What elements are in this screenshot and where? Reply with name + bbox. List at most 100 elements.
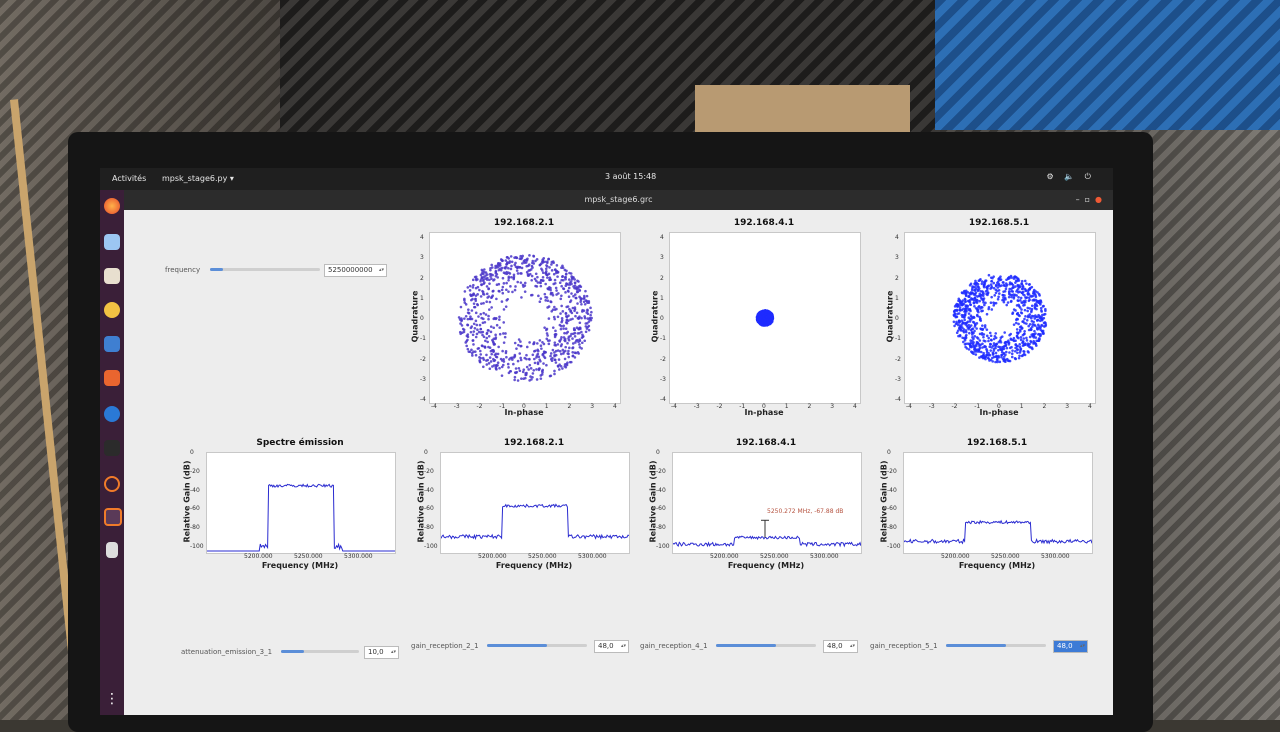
- y-tick-label: -40: [424, 486, 434, 494]
- drive-icon[interactable]: [106, 542, 118, 558]
- sample-point: [985, 328, 989, 331]
- sample-point: [467, 311, 471, 315]
- document-icon[interactable]: [104, 336, 120, 352]
- control-slider-fill: [487, 644, 547, 647]
- sample-point: [553, 369, 556, 373]
- app-menu[interactable]: mpsk_stage6.py ▾: [162, 174, 234, 183]
- files-icon[interactable]: [104, 268, 120, 284]
- sample-point: [487, 362, 491, 365]
- control-slider[interactable]: [487, 644, 587, 647]
- sample-point: [998, 360, 1002, 364]
- sample-point: [505, 281, 508, 285]
- sample-point: [563, 339, 567, 343]
- sample-point: [527, 368, 530, 371]
- sample-point: [538, 281, 542, 284]
- sample-point: [583, 315, 586, 318]
- sample-point: [1020, 279, 1024, 283]
- spectrum-trace: [672, 535, 862, 548]
- spin-arrows-icon: ▴▾: [390, 649, 396, 655]
- sample-point: [488, 272, 492, 276]
- sample-point: [492, 337, 496, 341]
- help-icon[interactable]: [104, 406, 120, 422]
- marker-annotation: 5250.272 MHz, -67.88 dB: [767, 508, 844, 515]
- sample-point: [562, 324, 566, 328]
- maximize-button[interactable]: ▫: [1084, 195, 1096, 204]
- x-tick-label: -1: [499, 403, 506, 410]
- sample-point: [497, 289, 501, 293]
- sample-point: [561, 348, 565, 352]
- minimize-button[interactable]: –: [1075, 195, 1085, 204]
- mail-icon[interactable]: [104, 234, 120, 250]
- close-button[interactable]: ●: [1095, 195, 1107, 204]
- frequency-slider[interactable]: [210, 268, 320, 271]
- sample-point: [500, 374, 504, 377]
- control-spinbox[interactable]: 10,0 ▴▾: [364, 646, 399, 659]
- sample-point: [761, 319, 764, 322]
- control-value: 10,0: [368, 648, 384, 656]
- sample-point: [582, 309, 586, 312]
- control-slider[interactable]: [946, 644, 1046, 647]
- sample-point: [1006, 301, 1010, 304]
- sample-point: [512, 356, 516, 359]
- control-spinbox[interactable]: 48,0 ▴▾: [594, 640, 629, 653]
- constellation-ylabel: Quadrature: [650, 290, 660, 343]
- sample-point: [466, 323, 469, 327]
- sample-point: [543, 356, 547, 360]
- firefox-icon[interactable]: [104, 198, 120, 214]
- music-icon[interactable]: [104, 302, 120, 318]
- y-tick-label: -20: [424, 467, 434, 475]
- y-tick-label: 0: [190, 449, 194, 456]
- sample-point: [1012, 323, 1016, 326]
- activities-button[interactable]: Activités: [112, 174, 147, 183]
- sample-point: [973, 329, 976, 333]
- y-tick-label: -1: [895, 335, 901, 343]
- x-tick-label: 1: [544, 403, 549, 410]
- sample-point: [1005, 346, 1009, 350]
- spectrum-title: 192.168.5.1: [966, 438, 1028, 448]
- sample-point: [973, 304, 976, 308]
- sample-point: [565, 318, 569, 322]
- sample-point: [498, 262, 502, 265]
- system-tray[interactable]: ⚙ 🔈 ⏻: [1046, 172, 1095, 181]
- sample-point: [527, 264, 530, 268]
- terminal-icon[interactable]: [104, 440, 120, 456]
- clock[interactable]: 3 août 15:48: [605, 172, 657, 181]
- frequency-spinbox[interactable]: 5250000000 ▴▾: [324, 264, 387, 277]
- y-tick-label: -2: [420, 355, 426, 363]
- sample-point: [565, 269, 568, 273]
- sample-point: [564, 291, 567, 294]
- sample-point: [983, 324, 987, 327]
- control-slider[interactable]: [716, 644, 816, 647]
- sample-point: [1018, 343, 1021, 346]
- sample-point: [979, 319, 983, 322]
- sample-point: [990, 308, 994, 311]
- software-icon[interactable]: [104, 370, 120, 386]
- sample-point: [494, 336, 498, 339]
- sample-point: [495, 297, 498, 301]
- control-slider[interactable]: [281, 650, 359, 653]
- sample-point: [544, 267, 548, 271]
- sample-point: [546, 339, 550, 342]
- sample-point: [1002, 296, 1005, 299]
- control-slider-fill: [946, 644, 1006, 647]
- sample-point: [505, 355, 508, 359]
- sample-point: [483, 268, 486, 271]
- sample-point: [471, 354, 474, 357]
- sample-point: [1031, 334, 1035, 338]
- control-spinbox[interactable]: 48,0 ▴▾: [1053, 640, 1088, 653]
- sample-point: [768, 314, 772, 318]
- sample-point: [560, 316, 564, 320]
- constellation-xlabel: In-phase: [504, 408, 544, 417]
- sample-point: [577, 352, 580, 355]
- sample-point: [559, 364, 563, 368]
- control-spinbox[interactable]: 48,0 ▴▾: [823, 640, 858, 653]
- sample-point: [985, 312, 989, 316]
- sample-point: [498, 315, 501, 319]
- sample-point: [518, 266, 522, 269]
- sample-point: [483, 321, 487, 324]
- sample-point: [519, 281, 523, 284]
- gnuradio-active-icon[interactable]: [104, 508, 122, 526]
- sample-point: [580, 316, 583, 320]
- gnuradio-icon[interactable]: [104, 476, 120, 492]
- sample-point: [479, 295, 483, 298]
